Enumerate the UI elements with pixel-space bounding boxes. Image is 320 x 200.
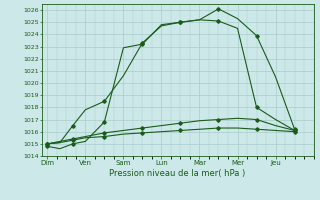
X-axis label: Pression niveau de la mer( hPa ): Pression niveau de la mer( hPa ) [109, 169, 246, 178]
